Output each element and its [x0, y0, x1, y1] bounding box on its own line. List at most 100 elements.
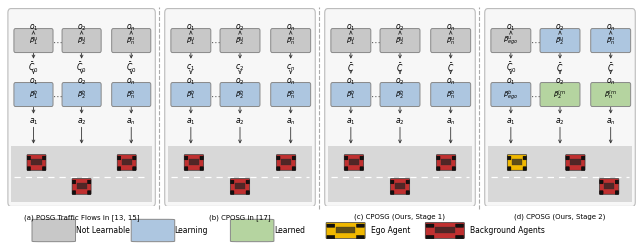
FancyBboxPatch shape — [230, 179, 250, 195]
FancyBboxPatch shape — [508, 167, 511, 171]
Text: $\beta_2^u$: $\beta_2^u$ — [395, 36, 405, 47]
Text: $\cdots$: $\cdots$ — [370, 37, 381, 46]
FancyBboxPatch shape — [184, 155, 204, 171]
FancyBboxPatch shape — [246, 191, 250, 195]
Text: $\bar{C}_0$: $\bar{C}_0$ — [126, 60, 136, 74]
FancyBboxPatch shape — [491, 29, 531, 53]
FancyBboxPatch shape — [117, 155, 136, 171]
FancyBboxPatch shape — [456, 235, 463, 239]
FancyBboxPatch shape — [431, 29, 470, 53]
FancyBboxPatch shape — [184, 167, 188, 171]
FancyBboxPatch shape — [615, 191, 619, 195]
Bar — [11, 147, 152, 203]
Text: $o_n$: $o_n$ — [446, 22, 456, 33]
Bar — [281, 160, 291, 165]
FancyBboxPatch shape — [540, 83, 580, 107]
Text: $\cdots$: $\cdots$ — [370, 90, 381, 100]
Text: (d) CPOSG (Ours, Stage 2): (d) CPOSG (Ours, Stage 2) — [515, 213, 605, 219]
FancyBboxPatch shape — [14, 83, 53, 107]
FancyBboxPatch shape — [436, 156, 440, 160]
FancyBboxPatch shape — [324, 10, 476, 207]
FancyBboxPatch shape — [230, 219, 274, 242]
FancyBboxPatch shape — [112, 29, 151, 53]
FancyBboxPatch shape — [356, 235, 364, 239]
Text: $o_1$: $o_1$ — [186, 22, 196, 33]
Bar — [77, 183, 86, 189]
Bar — [122, 160, 132, 165]
FancyBboxPatch shape — [292, 156, 296, 160]
FancyBboxPatch shape — [200, 167, 204, 171]
Text: $a_n$: $a_n$ — [286, 116, 296, 126]
Text: $\bar{C}$: $\bar{C}$ — [607, 61, 614, 74]
Bar — [441, 160, 451, 165]
FancyBboxPatch shape — [171, 83, 211, 107]
FancyBboxPatch shape — [276, 167, 280, 171]
Text: $\beta_1^b$: $\beta_1^b$ — [29, 88, 38, 102]
FancyBboxPatch shape — [42, 167, 45, 171]
Text: Not Learnable: Not Learnable — [76, 225, 129, 234]
Text: $c_2$: $c_2$ — [236, 62, 244, 73]
FancyBboxPatch shape — [184, 156, 188, 160]
Text: $a_2$: $a_2$ — [77, 116, 86, 126]
Text: $\beta_n^u$: $\beta_n^u$ — [126, 36, 136, 47]
Text: $a_n$: $a_n$ — [446, 116, 456, 126]
FancyBboxPatch shape — [276, 155, 296, 171]
Text: $\beta_n^u$: $\beta_n^u$ — [606, 36, 616, 47]
FancyBboxPatch shape — [436, 155, 456, 171]
Text: $\beta_1^u$: $\beta_1^u$ — [186, 36, 196, 47]
FancyBboxPatch shape — [42, 156, 45, 160]
FancyBboxPatch shape — [230, 191, 234, 195]
Bar — [31, 160, 42, 165]
Text: $\beta_{ego}^u$: $\beta_{ego}^u$ — [503, 35, 518, 48]
FancyBboxPatch shape — [406, 180, 410, 184]
Text: $\beta_n^{lrn}$: $\beta_n^{lrn}$ — [604, 88, 617, 102]
FancyBboxPatch shape — [390, 179, 410, 195]
Text: $\beta_2^{lrn}$: $\beta_2^{lrn}$ — [554, 88, 566, 102]
Text: $\beta_2^b$: $\beta_2^b$ — [395, 88, 405, 102]
FancyBboxPatch shape — [62, 83, 101, 107]
Text: $\beta_2^u$: $\beta_2^u$ — [555, 36, 565, 47]
FancyBboxPatch shape — [72, 191, 76, 195]
Bar — [512, 160, 522, 165]
FancyBboxPatch shape — [72, 180, 76, 184]
FancyBboxPatch shape — [14, 29, 53, 53]
Bar — [189, 160, 199, 165]
Text: $\beta_n^b$: $\beta_n^b$ — [446, 88, 456, 102]
Text: Learned: Learned — [274, 225, 305, 234]
Text: $\cdots$: $\cdots$ — [530, 37, 541, 46]
Text: $\cdots$: $\cdots$ — [52, 90, 63, 100]
FancyBboxPatch shape — [28, 156, 31, 160]
FancyBboxPatch shape — [581, 156, 585, 160]
FancyBboxPatch shape — [171, 29, 211, 53]
FancyBboxPatch shape — [452, 156, 456, 160]
Text: $o_1$: $o_1$ — [346, 76, 356, 86]
Bar — [604, 183, 614, 189]
Text: $\bar{C}_0$: $\bar{C}_0$ — [76, 60, 87, 74]
FancyBboxPatch shape — [390, 191, 394, 195]
Text: $\beta_n^u$: $\beta_n^u$ — [286, 36, 296, 47]
Text: $a_n$: $a_n$ — [126, 116, 136, 126]
FancyBboxPatch shape — [331, 29, 371, 53]
FancyBboxPatch shape — [220, 83, 260, 107]
Text: $o_n$: $o_n$ — [606, 76, 616, 86]
Text: $o_n$: $o_n$ — [126, 22, 136, 33]
FancyBboxPatch shape — [118, 156, 121, 160]
Text: $\cdots$: $\cdots$ — [530, 90, 541, 100]
Text: $o_2$: $o_2$ — [396, 22, 404, 33]
FancyBboxPatch shape — [27, 155, 46, 171]
Text: (c) CPOSG (Ours, Stage 1): (c) CPOSG (Ours, Stage 1) — [355, 213, 445, 219]
Text: $\beta_{ego}^b$: $\beta_{ego}^b$ — [503, 88, 518, 102]
Text: $a_2$: $a_2$ — [236, 116, 244, 126]
Text: $\bar{C}_0$: $\bar{C}_0$ — [506, 60, 516, 74]
Text: $\cdots$: $\cdots$ — [210, 37, 221, 46]
Text: $\bar{C}_0$: $\bar{C}_0$ — [28, 60, 39, 74]
FancyBboxPatch shape — [230, 180, 234, 184]
Text: $o_n$: $o_n$ — [126, 76, 136, 86]
FancyBboxPatch shape — [200, 156, 204, 160]
FancyBboxPatch shape — [88, 180, 91, 184]
FancyBboxPatch shape — [456, 224, 463, 227]
Text: $c_1$: $c_1$ — [186, 62, 195, 73]
FancyBboxPatch shape — [32, 219, 76, 242]
Text: $a_1$: $a_1$ — [346, 116, 356, 126]
FancyBboxPatch shape — [132, 156, 136, 160]
